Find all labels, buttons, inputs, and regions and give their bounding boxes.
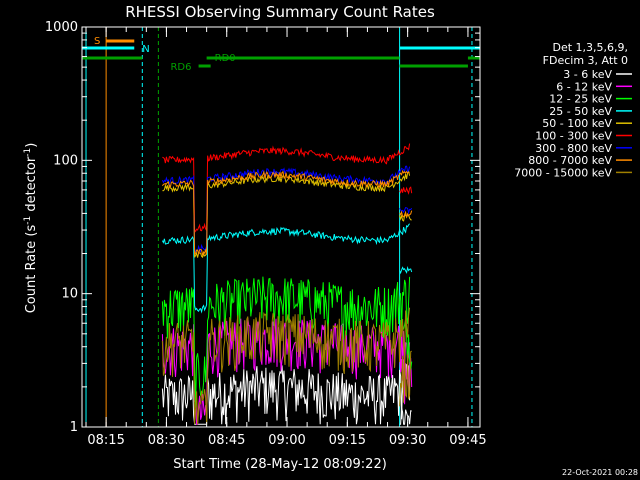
legend-entry: 3 - 6 keV xyxy=(563,68,612,81)
y-tick-label: 1 xyxy=(70,420,78,435)
series-tail xyxy=(399,266,413,275)
legend: Det 1,3,5,6,9,FDecim 3, Att 03 - 6 keV6 … xyxy=(514,41,632,179)
series-3-6keV xyxy=(161,364,412,425)
flag-label-s: S xyxy=(94,36,100,47)
x-tick-label: 08:30 xyxy=(148,433,185,448)
y-tick-label: 1000 xyxy=(45,20,78,35)
series-25-50keV xyxy=(161,223,413,314)
axes-layer: 1 10 100 1000 08:15 08:30 08:45 09:00 09:15 09:30… xyxy=(45,20,487,448)
flag-label-rd0: RD0 xyxy=(215,53,236,64)
legend-entry: 50 - 100 keV xyxy=(542,117,612,130)
legend-entry: 25 - 50 keV xyxy=(549,105,612,118)
series-tail xyxy=(399,350,413,407)
flag-label-rd6: RD6 xyxy=(170,62,191,73)
plot-frame xyxy=(81,26,481,428)
legend-entry: 800 - 7000 keV xyxy=(528,154,612,167)
legend-header: Det 1,3,5,6,9, xyxy=(552,41,628,54)
series-layer xyxy=(161,143,413,425)
series-tail xyxy=(399,186,413,195)
x-tick-label: 09:30 xyxy=(389,433,426,448)
chart-title: RHESSI Observing Summary Count Rates xyxy=(125,3,435,21)
legend-entry: 300 - 800 keV xyxy=(535,142,612,155)
flag-layer: S N RD0 RD6 xyxy=(82,27,480,427)
series-tail xyxy=(399,407,412,425)
y-tick-label: 10 xyxy=(61,287,78,302)
legend-entry: 12 - 25 keV xyxy=(549,93,612,106)
series-line xyxy=(161,169,410,256)
x-axis-label: Start Time (28-May-12 08:09:22) xyxy=(173,457,387,472)
series-line xyxy=(161,364,411,425)
x-tick-label: 09:15 xyxy=(329,433,366,448)
series-800-7000keV xyxy=(161,169,413,256)
series-line xyxy=(162,169,411,259)
y-axis-label: Count Rate (s-1 detector-1) xyxy=(23,143,39,314)
series-line xyxy=(162,143,411,233)
series-tail xyxy=(399,210,413,218)
y-tick-label: 100 xyxy=(53,153,78,168)
series-line xyxy=(161,223,410,314)
series-100-300keV xyxy=(162,143,413,233)
x-tick-label: 09:45 xyxy=(449,433,486,448)
flag-label-n: N xyxy=(142,44,149,55)
x-tick-label: 08:45 xyxy=(208,433,245,448)
legend-entry: 6 - 12 keV xyxy=(556,80,612,93)
legend-entry: 7000 - 15000 keV xyxy=(514,166,612,179)
x-tick-label: 09:00 xyxy=(268,433,305,448)
x-tick-label: 08:15 xyxy=(87,433,124,448)
series-7000-15000keV xyxy=(161,307,413,425)
series-line xyxy=(161,307,411,425)
footer-date: 22-Oct-2021 00:28 xyxy=(562,468,638,477)
series-line xyxy=(161,165,411,254)
legend-header: FDecim 3, Att 0 xyxy=(543,54,628,67)
legend-entry: 100 - 300 keV xyxy=(535,130,612,143)
